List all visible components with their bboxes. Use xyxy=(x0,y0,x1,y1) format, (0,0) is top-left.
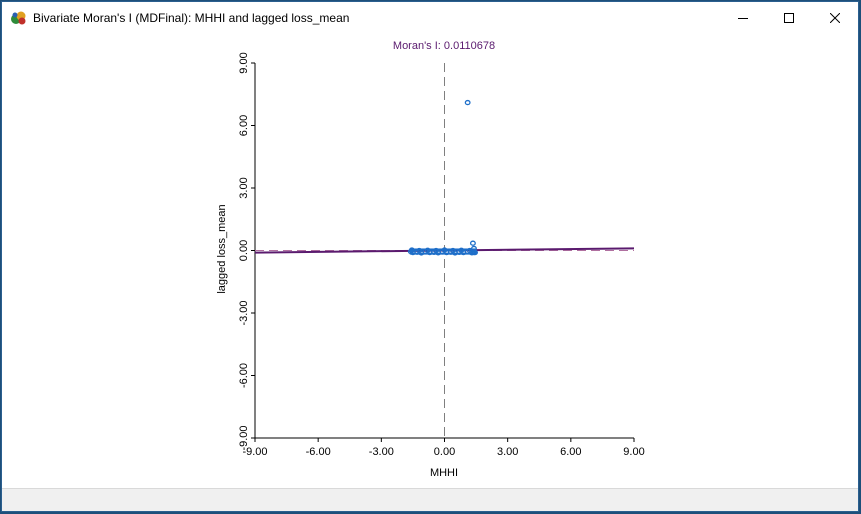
y-tick-label: -3.00 xyxy=(238,300,250,325)
minimize-button[interactable] xyxy=(720,2,766,34)
maximize-icon xyxy=(784,13,794,23)
y-tick-label: 0.00 xyxy=(238,240,250,261)
data-point xyxy=(416,247,423,254)
maximize-button[interactable] xyxy=(766,2,812,34)
data-point xyxy=(471,249,477,256)
data-point xyxy=(424,247,431,253)
data-point xyxy=(464,99,471,106)
x-tick-label: -9.00 xyxy=(242,446,267,458)
x-tick-label: 6.00 xyxy=(560,446,581,458)
minimize-icon xyxy=(738,18,748,19)
data-point xyxy=(469,240,476,246)
data-point xyxy=(408,247,415,253)
y-tick-label: -6.00 xyxy=(238,363,250,388)
y-tick-label: 3.00 xyxy=(238,177,250,198)
title-bar[interactable]: Bivariate Moran's I (MDFinal): MHHI and … xyxy=(2,2,858,34)
x-tick-label: 3.00 xyxy=(497,446,518,458)
window-title: Bivariate Moran's I (MDFinal): MHHI and … xyxy=(33,11,350,25)
data-point xyxy=(433,247,440,254)
y-tick-label: 9.00 xyxy=(238,52,250,73)
geoda-app-icon xyxy=(11,11,26,25)
y-tick-label: -9.00 xyxy=(238,425,250,450)
data-point xyxy=(449,247,456,254)
x-tick-label: -6.00 xyxy=(306,446,331,458)
data-point xyxy=(458,247,465,253)
moran-scatter-plot[interactable]: Moran's I: 0.0110678 -9.00 -6.00 -3.00 0.00… xyxy=(2,34,858,489)
chart-title: Moran's I: 0.0110678 xyxy=(393,40,495,52)
close-icon xyxy=(830,13,840,23)
y-tick-label: 6.00 xyxy=(238,115,250,136)
status-bar xyxy=(2,488,858,511)
y-axis-label: lagged loss_mean xyxy=(216,204,228,293)
x-tick-label: 0.00 xyxy=(434,446,455,458)
x-tick-label: 9.00 xyxy=(623,446,644,458)
x-axis-label: MHHI xyxy=(430,467,458,479)
x-tick-label: -3.00 xyxy=(369,446,394,458)
close-button[interactable] xyxy=(812,2,858,34)
data-point xyxy=(441,247,448,253)
plot-area[interactable]: Moran's I: 0.0110678 -9.00 -6.00 -3.00 0.00… xyxy=(2,34,858,489)
